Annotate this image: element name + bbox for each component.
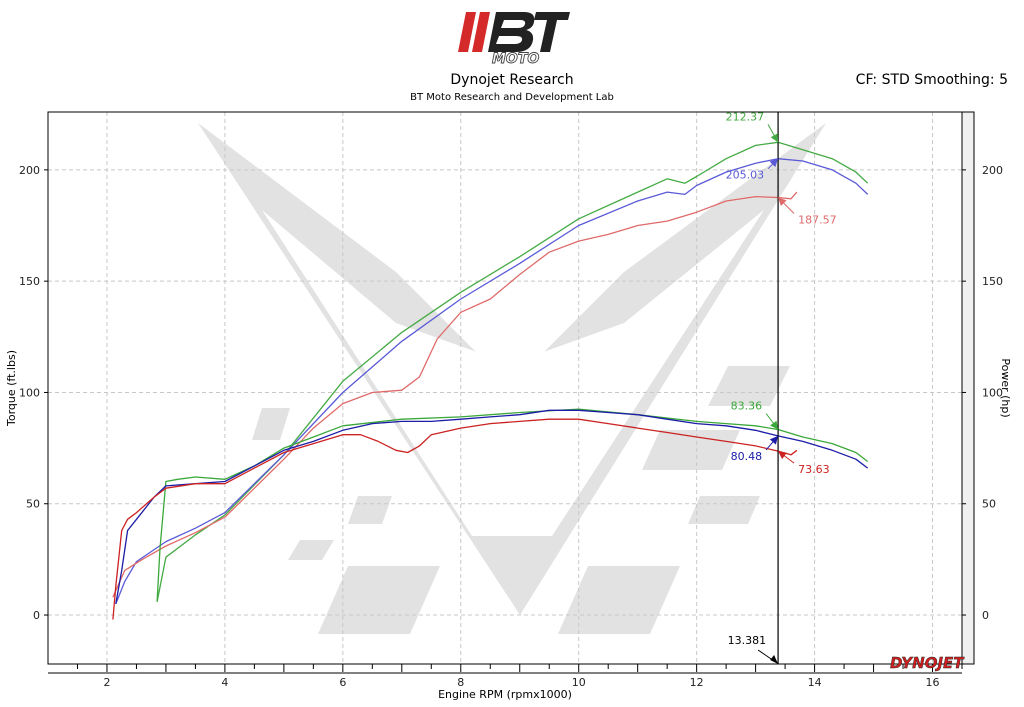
y-tick-left: 0 (33, 609, 40, 622)
right-axis-strip (961, 111, 975, 665)
y-tick-left: 200 (19, 164, 40, 177)
y-tick-right: 200 (982, 164, 1003, 177)
y-axis-label-left: Torque (ft.lbs) (5, 350, 18, 427)
value-label-blue_torque: 80.48 (731, 450, 763, 463)
x-tick-label: 16 (926, 676, 940, 689)
x-tick-label: 2 (103, 676, 110, 689)
x-tick-label: 10 (572, 676, 586, 689)
dynojet-brand: DYNOJET (890, 654, 965, 672)
dynojet-watermark (198, 123, 826, 634)
x-tick-label: 14 (808, 676, 822, 689)
marker-head-blue_torque (769, 435, 779, 445)
marker-head-green_power (770, 133, 779, 143)
marker-head-red_power (778, 197, 787, 207)
x-axis-label: Engine RPM (rpmx1000) (438, 688, 572, 701)
y-tick-right: 100 (982, 386, 1003, 399)
grid (48, 112, 962, 664)
chart-subtitle: BT Moto Research and Development Lab (410, 92, 614, 103)
cursor-arrow-head (770, 655, 779, 664)
value-markers: 13.381 212.37 205.03 187.57 83.36 80.48 73.63 (726, 110, 837, 664)
series-layer (112, 141, 869, 620)
x-tick-label: 8 (457, 676, 464, 689)
y-tick-right: 150 (982, 275, 1003, 288)
y-tick-right: 0 (982, 609, 989, 622)
logo-moto-wordmark: MOTO (492, 51, 539, 64)
y-tick-left: 150 (19, 275, 40, 288)
value-label-blue_power: 205.03 (726, 169, 765, 182)
marker-head-red_torque (778, 451, 787, 460)
x-tick-label: 4 (221, 676, 228, 689)
x-tick-label: 12 (690, 676, 704, 689)
series-green_torque (156, 408, 869, 602)
value-label-red_torque: 73.63 (798, 463, 830, 476)
bt-moto-logo: MOTO (458, 12, 570, 64)
chart-title: Dynojet Research (450, 72, 574, 88)
tick-labels: 0 0 50 50 100 100 150 150 200 200 2 4 6 8 10 12 14 16 (19, 164, 1003, 689)
marker-head-blue_power (769, 158, 779, 168)
marker-head-green_torque (770, 420, 779, 430)
value-label-red_power: 187.57 (798, 214, 837, 227)
y-tick-left: 50 (26, 498, 40, 511)
cursor-rpm-label: 13.381 (728, 634, 767, 647)
series-red_torque (112, 418, 798, 620)
axes (44, 111, 975, 674)
correction-smoothing-label: CF: STD Smoothing: 5 (855, 72, 1008, 88)
value-label-green_torque: 83.36 (731, 399, 763, 412)
y-tick-right: 50 (982, 498, 996, 511)
series-red_power (112, 191, 798, 598)
series-green_power (156, 141, 869, 602)
series-blue_power (115, 158, 869, 605)
y-tick-left: 100 (19, 386, 40, 399)
y-axis-label-right: Power (hp) (999, 358, 1012, 417)
series-blue_torque (115, 409, 869, 605)
value-label-green_power: 212.37 (726, 110, 765, 123)
x-tick-label: 6 (339, 676, 346, 689)
